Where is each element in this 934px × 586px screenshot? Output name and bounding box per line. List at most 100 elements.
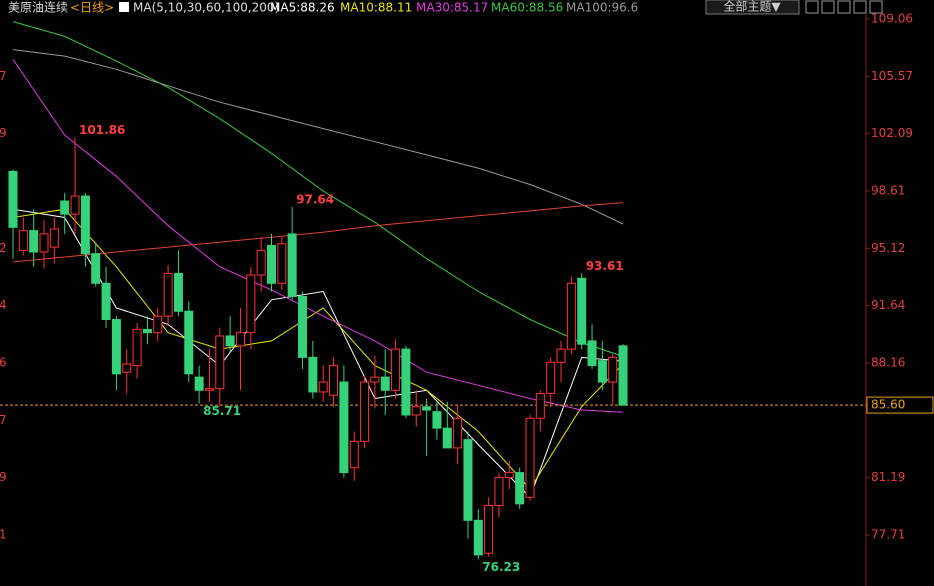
candle-body [608,356,618,383]
last-price-box [866,396,934,414]
candle-body [329,365,339,396]
candle-body [246,274,256,334]
candle-body [132,328,142,367]
candle-body [597,360,607,383]
candle-body [153,315,163,334]
y-tick-label: 88.16 [871,355,905,369]
symbol: 美原油连续 [8,0,68,15]
candle-body [122,363,132,373]
candle-body [101,282,111,321]
legend-entry: MA30:85.17 [416,1,488,15]
y-tick-label: 77.71 [871,527,905,541]
y-tick-label: 105.57 [871,69,913,83]
toolbar-icons [805,0,883,14]
candle-body [494,477,504,507]
left-tick-label: 4 [0,298,7,312]
candle-body [111,319,121,375]
y-tick-label: 95.12 [871,241,905,255]
last-price-label: 85.60 [871,398,905,412]
left-tick-label: 9 [0,126,7,140]
extreme-label: 101.86 [79,123,125,137]
left-tick-label: 9 [0,470,7,484]
candle-body [504,472,514,479]
left-tick-label: 6 [0,355,7,369]
candle-body [380,376,390,391]
candle-body [225,335,235,347]
candle-body [339,381,349,474]
left-tick-label: 2 [0,241,7,255]
candle-body [184,310,194,375]
legend-entry: MA5:88.26 [270,1,335,15]
candle-body [411,406,421,416]
candle-body [8,170,18,228]
candle-body [215,335,225,390]
candle-body [473,519,483,556]
candle-body [142,328,152,334]
candle-body [60,200,70,215]
candle-body [318,381,328,393]
candle-body [267,244,276,284]
candle-body [173,272,183,312]
candle-body [70,195,80,215]
left-tick-label: 1 [0,527,7,541]
ma-line [12,59,624,413]
candle-body [391,348,401,391]
extreme-label: 85.71 [203,404,241,418]
legend-entry: MA10:88.11 [340,1,412,15]
candle-body [29,230,39,253]
legend-entry: MA60:88.56 [491,1,563,15]
candle-body [432,411,442,429]
theme-button-label[interactable]: 全部主题▼ [723,0,781,14]
indicator: MA(5,10,30,60,100,200) [133,1,279,15]
candle-body [618,345,628,406]
candle-body [442,427,452,449]
candle-body [308,356,318,393]
y-tick-label: 109.06 [871,11,913,25]
y-tick-label: 102.09 [871,126,913,140]
candle-body [453,417,463,449]
candle-body [463,439,473,521]
candle-body [235,332,245,347]
candle-body [556,348,566,363]
candle-body [566,282,576,350]
legend-entry: MA100:96.6 [566,1,638,15]
candle-body [546,361,556,395]
ma-line [12,202,624,263]
candle-body [525,417,535,498]
extreme-label: 93.61 [586,259,624,273]
candle-body [577,277,587,345]
candle-body [256,249,266,276]
ma-line [12,21,624,357]
extreme-label: 76.23 [482,560,520,574]
candle-body [204,388,214,391]
candle-body [194,376,204,391]
theme-button[interactable] [705,0,800,15]
extreme-label: 97.64 [296,192,334,206]
candle-body [91,253,101,284]
candle-body [298,295,308,358]
candle-body [163,272,173,317]
candle-body [49,228,59,248]
candle-body [422,406,432,411]
candle-body [484,505,494,554]
candle-body [401,348,411,416]
candle-body [80,195,90,255]
candle-body [18,230,28,251]
candle-body [587,340,597,367]
ma-line [12,49,624,225]
candle-body [349,440,359,469]
left-tick-label: 7 [0,413,7,427]
left-tick-label: 7 [0,69,7,83]
candle-body [287,233,297,297]
candle-body [535,393,545,419]
period: <日线> [70,1,114,15]
y-tick-label: 91.64 [871,298,905,312]
candle-body [360,381,370,442]
candle-body [515,472,525,505]
candle-body [370,376,380,383]
y-tick-label: 98.61 [871,183,905,197]
y-tick-label: 81.19 [871,470,905,484]
indicator-icon [119,2,129,12]
candle-body [39,233,49,253]
